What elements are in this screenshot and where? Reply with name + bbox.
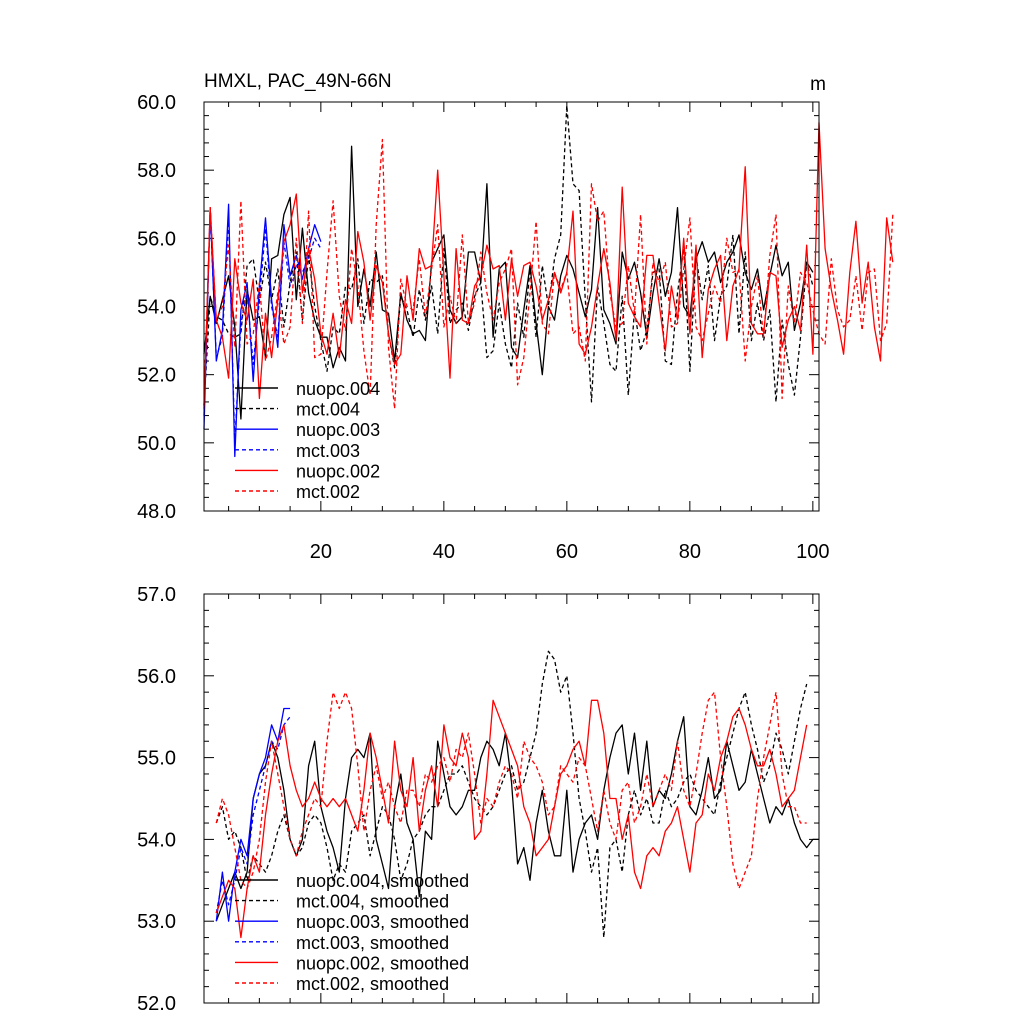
bottom-tick-labels: 52.0 53.0 54.0 55.0 56.0 57.0 xyxy=(137,584,176,1015)
top-ytick-label: 58.0 xyxy=(137,160,176,182)
legend-label-nuopc-004-smoothed: nuopc.004, smoothed xyxy=(296,871,469,891)
top-panel: HMXL, PAC_49N-66N m 48.0 50.0 52.0 54.0 56.0… xyxy=(137,71,894,563)
bottom-ytick-label: 54.0 xyxy=(137,829,176,851)
series-line-mct-002 xyxy=(203,138,894,410)
legend-label-nuopc-003-smoothed: nuopc.003, smoothed xyxy=(296,912,469,932)
legend-label-mct-003: mct.003 xyxy=(296,441,360,461)
top-ytick-label: 60.0 xyxy=(137,92,176,114)
bottom-ytick-label: 57.0 xyxy=(137,584,176,606)
top-ytick-label: 54.0 xyxy=(137,297,176,319)
top-legend: nuopc.004mct.004nuopc.003mct.003nuopc.00… xyxy=(235,379,380,502)
series-line-mct-002-smoothed xyxy=(215,691,807,890)
top-xtick-label: 40 xyxy=(433,541,455,563)
series-line-mct-004-smoothed xyxy=(215,650,808,939)
legend-label-mct-004: mct.004 xyxy=(296,400,360,420)
legend-label-mct-003-smoothed: mct.003, smoothed xyxy=(296,933,449,953)
top-series-lines xyxy=(203,104,894,458)
top-units-label: m xyxy=(810,74,826,95)
top-ytick-label: 52.0 xyxy=(137,365,176,387)
top-xtick-label: 100 xyxy=(796,541,829,563)
bottom-panel: 52.0 53.0 54.0 55.0 56.0 57.0 nuopc.004, smoo… xyxy=(137,584,820,1015)
legend-label-nuopc-002: nuopc.002 xyxy=(296,461,380,481)
bottom-ytick-label: 53.0 xyxy=(137,911,176,933)
top-tick-labels: 48.0 50.0 52.0 54.0 56.0 58.0 60.0 20 40 60 80 100 xyxy=(137,92,829,563)
bottom-ytick-label: 56.0 xyxy=(137,666,176,688)
bottom-tick-marks xyxy=(204,593,819,1004)
series-line-nuopc-004-smoothed xyxy=(215,716,819,922)
bottom-ytick-label: 52.0 xyxy=(137,993,176,1015)
top-ytick-label: 56.0 xyxy=(137,228,176,250)
top-title: HMXL, PAC_49N-66N xyxy=(204,71,392,92)
top-ytick-label: 50.0 xyxy=(137,433,176,455)
legend-label-mct-004-smoothed: mct.004, smoothed xyxy=(296,892,449,912)
top-xtick-label: 80 xyxy=(679,541,701,563)
bottom-series-lines xyxy=(215,650,819,939)
bottom-plot-frame xyxy=(203,593,820,1004)
series-line-nuopc-002 xyxy=(203,121,894,409)
legend-label-mct-002-smoothed: mct.002, smoothed xyxy=(296,974,449,994)
legend-label-nuopc-002-smoothed: nuopc.002, smoothed xyxy=(296,953,469,973)
series-line-mct-003-smoothed xyxy=(215,716,291,914)
series-line-mct-003 xyxy=(203,210,322,444)
legend-label-nuopc-004: nuopc.004 xyxy=(296,379,380,399)
top-plot-frame xyxy=(203,101,820,512)
series-line-nuopc-002-smoothed xyxy=(215,699,808,939)
top-ytick-label: 48.0 xyxy=(137,501,176,523)
series-line-mct-004 xyxy=(203,104,814,406)
top-xtick-label: 60 xyxy=(556,541,578,563)
legend-label-nuopc-003: nuopc.003 xyxy=(296,420,380,440)
top-xtick-label: 20 xyxy=(310,541,332,563)
legend-label-mct-002: mct.002 xyxy=(296,482,360,502)
bottom-ytick-label: 55.0 xyxy=(137,748,176,770)
